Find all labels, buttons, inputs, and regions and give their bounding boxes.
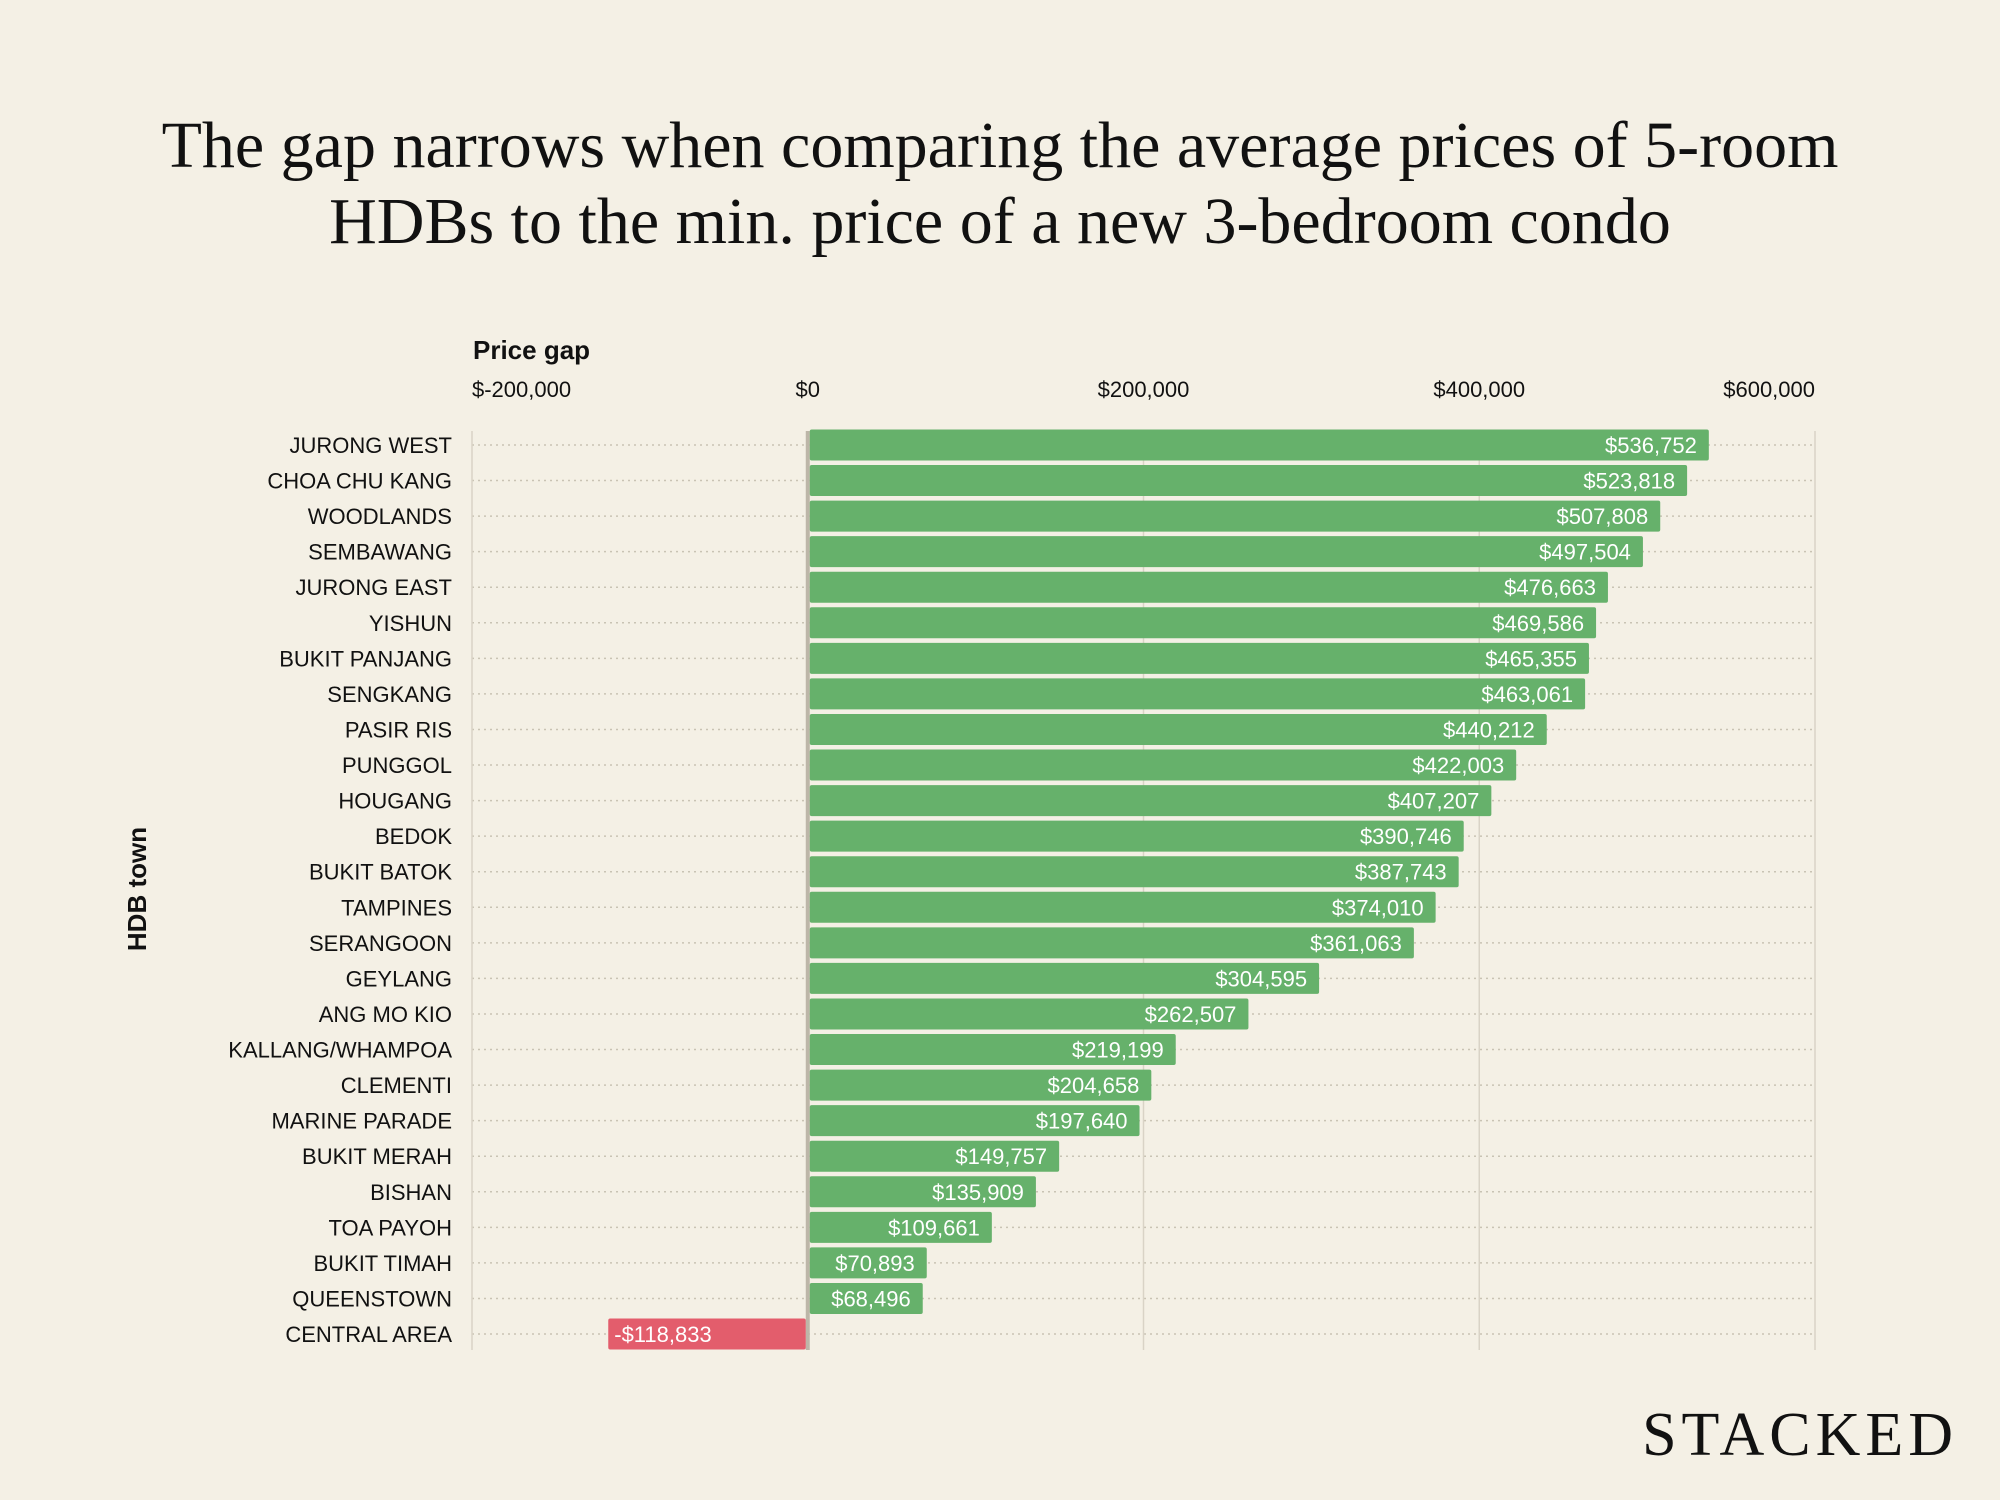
bar bbox=[809, 607, 1597, 639]
data-label: $390,746 bbox=[1360, 824, 1452, 849]
y-category-label: SEMBAWANG bbox=[308, 540, 452, 565]
y-category-label: BUKIT PANJANG bbox=[279, 646, 452, 671]
bar bbox=[809, 1282, 923, 1314]
chart-title-line-1: The gap narrows when comparing the avera… bbox=[161, 109, 1839, 182]
y-category-label: MARINE PARADE bbox=[271, 1109, 452, 1134]
bar bbox=[809, 1176, 1036, 1208]
y-category-label: JURONG EAST bbox=[296, 575, 452, 600]
data-label: $536,752 bbox=[1605, 433, 1697, 458]
x-tick-label: $0 bbox=[796, 377, 820, 402]
data-label: $374,010 bbox=[1332, 895, 1424, 920]
bar bbox=[809, 642, 1589, 674]
data-label: $135,909 bbox=[932, 1180, 1024, 1205]
bar bbox=[809, 713, 1547, 745]
y-category-label: GEYLANG bbox=[346, 966, 452, 991]
bar bbox=[809, 1069, 1152, 1101]
y-category-label: BEDOK bbox=[375, 824, 452, 849]
y-category-label: BUKIT MERAH bbox=[302, 1144, 452, 1169]
x-axis-title: Price gap bbox=[473, 335, 590, 365]
data-label: $197,640 bbox=[1036, 1109, 1128, 1134]
data-label: $387,743 bbox=[1355, 860, 1447, 885]
data-label: $497,504 bbox=[1539, 540, 1631, 565]
y-category-label: SENGKANG bbox=[327, 682, 452, 707]
y-category-label: TOA PAYOH bbox=[329, 1215, 452, 1240]
data-label: $204,658 bbox=[1048, 1073, 1140, 1098]
bar bbox=[608, 1318, 806, 1350]
y-category-label: PASIR RIS bbox=[345, 717, 452, 742]
y-category-label: CLEMENTI bbox=[341, 1073, 452, 1098]
bar bbox=[809, 856, 1459, 888]
bar bbox=[809, 785, 1492, 817]
data-label: $469,586 bbox=[1492, 611, 1584, 636]
bar bbox=[809, 465, 1688, 497]
chart-title: The gap narrows when comparing the avera… bbox=[0, 108, 2000, 260]
x-tick-label: $200,000 bbox=[1098, 377, 1190, 402]
bar bbox=[809, 1140, 1060, 1172]
data-label: -$118,833 bbox=[614, 1322, 711, 1347]
data-label: $304,595 bbox=[1215, 966, 1307, 991]
data-label: $70,893 bbox=[835, 1251, 915, 1276]
data-label: $109,661 bbox=[888, 1215, 980, 1240]
y-category-label: KALLANG/WHAMPOA bbox=[228, 1038, 452, 1063]
data-label: $440,212 bbox=[1443, 717, 1535, 742]
y-category-label: BISHAN bbox=[370, 1180, 452, 1205]
x-tick-label: $-200,000 bbox=[472, 377, 571, 402]
data-label: $476,663 bbox=[1504, 575, 1596, 600]
bar bbox=[809, 500, 1661, 532]
bar bbox=[809, 820, 1464, 852]
y-category-label: HOUGANG bbox=[338, 789, 452, 814]
y-category-label: QUEENSTOWN bbox=[292, 1286, 452, 1311]
data-label: $361,063 bbox=[1310, 931, 1402, 956]
stacked-logo: STACKED bbox=[1642, 1401, 1958, 1469]
bar bbox=[809, 927, 1414, 959]
data-label: $219,199 bbox=[1072, 1038, 1164, 1063]
data-label: $463,061 bbox=[1481, 682, 1573, 707]
y-category-label: CHOA CHU KANG bbox=[267, 469, 452, 494]
y-category-label: BUKIT BATOK bbox=[309, 860, 452, 885]
y-category-label: JURONG WEST bbox=[289, 433, 452, 458]
bar bbox=[809, 891, 1436, 923]
bar bbox=[809, 998, 1249, 1030]
y-category-label: ANG MO KIO bbox=[319, 1002, 452, 1027]
data-label: $68,496 bbox=[831, 1286, 911, 1311]
bar bbox=[809, 678, 1586, 710]
bar bbox=[809, 749, 1517, 781]
data-label: $262,507 bbox=[1145, 1002, 1237, 1027]
bar bbox=[809, 571, 1608, 603]
y-axis-title: HDB town bbox=[122, 827, 152, 951]
data-label: $523,818 bbox=[1583, 469, 1675, 494]
chart-title-line-2: HDBs to the min. price of a new 3-bedroo… bbox=[329, 185, 1671, 258]
data-label: $422,003 bbox=[1412, 753, 1504, 778]
y-category-label: SERANGOON bbox=[309, 931, 452, 956]
y-category-label: BUKIT TIMAH bbox=[313, 1251, 452, 1276]
y-category-label: WOODLANDS bbox=[308, 504, 452, 529]
bar bbox=[809, 1105, 1140, 1137]
data-label: $507,808 bbox=[1556, 504, 1648, 529]
y-category-label: YISHUN bbox=[369, 611, 452, 636]
x-tick-label: $400,000 bbox=[1433, 377, 1525, 402]
data-label: $407,207 bbox=[1388, 789, 1480, 814]
bar bbox=[809, 1211, 992, 1243]
y-category-label: CENTRAL AREA bbox=[285, 1322, 452, 1347]
y-category-label: PUNGGOL bbox=[342, 753, 452, 778]
bar bbox=[809, 536, 1643, 568]
bar bbox=[809, 962, 1320, 994]
x-tick-label: $600,000 bbox=[1723, 377, 1815, 402]
bar bbox=[809, 1247, 927, 1279]
y-category-label: TAMPINES bbox=[341, 895, 452, 920]
bar bbox=[809, 429, 1709, 461]
data-label: $465,355 bbox=[1485, 646, 1577, 671]
data-label: $149,757 bbox=[955, 1144, 1047, 1169]
bar bbox=[809, 1034, 1176, 1066]
